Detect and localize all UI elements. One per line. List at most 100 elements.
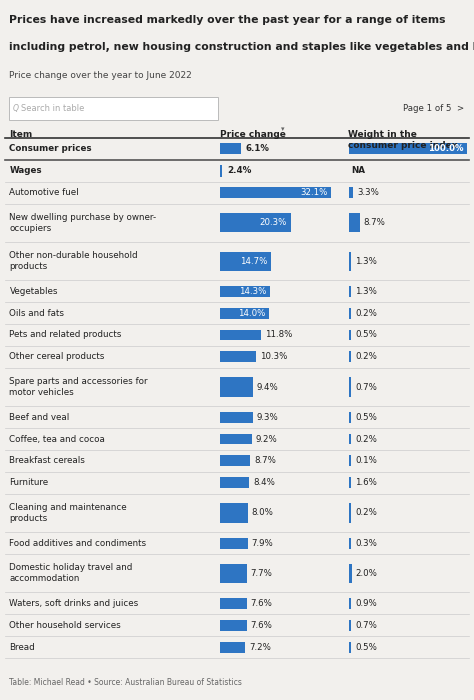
Bar — [220, 351, 256, 363]
Text: 0.2%: 0.2% — [355, 309, 377, 318]
Text: Weight in the
consumer price index: Weight in the consumer price index — [348, 130, 458, 150]
Text: 100.0%: 100.0% — [428, 144, 463, 153]
Bar — [220, 377, 253, 397]
Bar — [349, 377, 351, 397]
Text: Spare parts and accessories for
motor vehicles: Spare parts and accessories for motor ve… — [9, 377, 148, 397]
Text: Other non-durable household
products: Other non-durable household products — [9, 251, 138, 271]
Text: 0.2%: 0.2% — [355, 435, 377, 444]
Text: 0.2%: 0.2% — [355, 508, 377, 517]
Text: 7.6%: 7.6% — [250, 598, 273, 608]
Text: Food additives and condiments: Food additives and condiments — [9, 538, 146, 547]
Text: 11.8%: 11.8% — [265, 330, 292, 340]
Bar — [220, 477, 249, 489]
Text: including petrol, new housing construction and staples like vegetables and beef: including petrol, new housing constructi… — [9, 42, 474, 52]
Text: 7.7%: 7.7% — [251, 568, 273, 578]
Text: 2.0%: 2.0% — [356, 568, 377, 578]
Text: 9.2%: 9.2% — [256, 435, 278, 444]
Text: 9.4%: 9.4% — [256, 382, 278, 391]
Text: 0.5%: 0.5% — [355, 643, 377, 652]
Text: Pets and related products: Pets and related products — [9, 330, 122, 340]
Text: Q: Q — [13, 104, 19, 113]
Bar — [349, 251, 351, 271]
Text: Prices have increased markedly over the past year for a range of items: Prices have increased markedly over the … — [9, 15, 446, 25]
Text: 0.2%: 0.2% — [355, 352, 377, 361]
Bar — [220, 620, 246, 631]
Bar — [220, 598, 246, 609]
Text: 0.1%: 0.1% — [355, 456, 377, 466]
Text: 7.9%: 7.9% — [252, 538, 273, 547]
Text: ▾: ▾ — [281, 126, 284, 132]
Bar — [349, 286, 351, 297]
Bar — [220, 503, 248, 522]
Text: 7.2%: 7.2% — [249, 643, 271, 652]
Bar — [220, 286, 270, 297]
Text: Waters, soft drinks and juices: Waters, soft drinks and juices — [9, 598, 139, 608]
Text: NA: NA — [352, 166, 366, 175]
Text: Breakfast cereals: Breakfast cereals — [9, 456, 85, 466]
Text: 7.6%: 7.6% — [250, 621, 273, 630]
Bar — [349, 456, 351, 466]
Text: 14.3%: 14.3% — [238, 287, 266, 295]
Bar — [220, 214, 291, 232]
Text: 14.0%: 14.0% — [237, 309, 265, 318]
Text: Table: Michael Read • Source: Australian Bureau of Statistics: Table: Michael Read • Source: Australian… — [9, 678, 242, 687]
Text: Vegetables: Vegetables — [9, 287, 58, 295]
Bar — [220, 412, 253, 423]
Text: 0.7%: 0.7% — [355, 382, 377, 391]
Text: 8.4%: 8.4% — [253, 478, 275, 487]
Text: 1.3%: 1.3% — [355, 257, 377, 265]
Bar — [220, 164, 222, 177]
Text: 6.1%: 6.1% — [245, 144, 269, 153]
Text: 8.7%: 8.7% — [364, 218, 385, 228]
Text: 1.6%: 1.6% — [355, 478, 377, 487]
Bar — [349, 330, 351, 340]
Bar — [349, 412, 351, 423]
Text: Item: Item — [9, 130, 33, 139]
Text: New dwelling purchase by owner-
occupiers: New dwelling purchase by owner- occupier… — [9, 213, 156, 233]
Text: Beef and veal: Beef and veal — [9, 412, 70, 421]
Bar — [220, 330, 261, 340]
Bar — [349, 503, 351, 522]
Bar — [220, 144, 241, 154]
Text: 8.0%: 8.0% — [252, 508, 273, 517]
Text: 0.9%: 0.9% — [355, 598, 377, 608]
Text: Price change: Price change — [220, 130, 286, 139]
Bar — [220, 433, 252, 444]
Bar — [220, 456, 250, 466]
Text: 1.3%: 1.3% — [355, 287, 377, 295]
Bar — [349, 564, 352, 582]
Text: Bread: Bread — [9, 643, 35, 652]
Bar — [349, 620, 351, 631]
Bar — [349, 214, 360, 232]
Bar — [220, 538, 248, 549]
Text: 32.1%: 32.1% — [300, 188, 328, 197]
Text: 9.3%: 9.3% — [256, 412, 278, 421]
Bar — [349, 433, 351, 444]
Text: Domestic holiday travel and
accommodation: Domestic holiday travel and accommodatio… — [9, 563, 133, 583]
Bar — [220, 187, 331, 198]
Bar — [349, 598, 351, 609]
Text: 3.3%: 3.3% — [357, 188, 379, 197]
Text: Consumer prices: Consumer prices — [9, 144, 92, 153]
Bar — [220, 642, 245, 652]
Text: 10.3%: 10.3% — [260, 352, 287, 361]
Text: 2.4%: 2.4% — [227, 166, 251, 175]
Bar — [220, 251, 271, 271]
Bar — [349, 642, 351, 652]
Text: 14.7%: 14.7% — [240, 257, 267, 265]
Bar — [349, 307, 351, 318]
Bar — [349, 351, 351, 363]
Text: Coffee, tea and cocoa: Coffee, tea and cocoa — [9, 435, 105, 444]
Bar — [349, 187, 353, 198]
Text: Cleaning and maintenance
products: Cleaning and maintenance products — [9, 503, 127, 523]
Text: 0.7%: 0.7% — [355, 621, 377, 630]
Bar — [349, 538, 351, 549]
Text: Page 1 of 5  >: Page 1 of 5 > — [403, 104, 465, 113]
Text: 0.3%: 0.3% — [355, 538, 377, 547]
Bar — [9, 97, 218, 120]
Text: Automotive fuel: Automotive fuel — [9, 188, 79, 197]
Text: 8.7%: 8.7% — [254, 456, 276, 466]
Bar — [220, 564, 247, 582]
Text: 20.3%: 20.3% — [259, 218, 287, 228]
Text: Price change over the year to June 2022: Price change over the year to June 2022 — [9, 71, 192, 80]
